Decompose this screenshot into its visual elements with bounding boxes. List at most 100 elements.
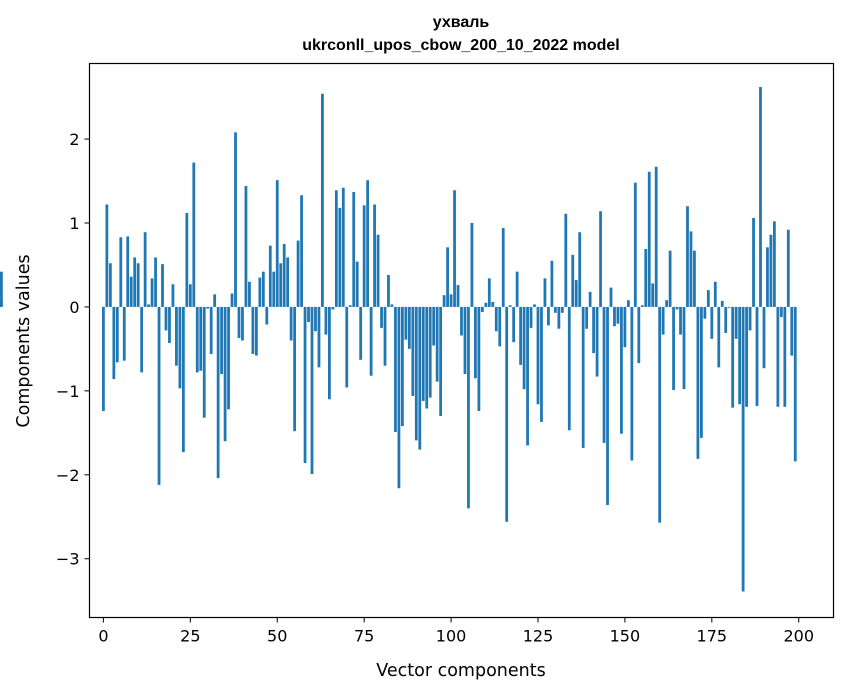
bar: [133, 257, 137, 307]
bar: [547, 306, 550, 326]
bar: [175, 306, 178, 366]
bar: [383, 306, 387, 366]
bar: [115, 306, 119, 363]
x-tick-label: 150: [610, 627, 641, 646]
bar: [279, 263, 283, 307]
bar: [376, 234, 380, 307]
bar: [672, 306, 675, 391]
bar: [108, 263, 112, 307]
x-tick-label: 100: [436, 627, 467, 646]
bar: [675, 306, 679, 310]
bar: [613, 306, 616, 327]
bar: [324, 306, 328, 335]
bar: [317, 306, 321, 368]
bar: [390, 304, 394, 307]
bar: [581, 306, 585, 448]
bar: [314, 306, 317, 332]
bar: [161, 264, 164, 307]
bar: [508, 305, 512, 307]
bar: [241, 306, 244, 341]
y-tick-label: 1: [69, 214, 79, 233]
bar: [362, 205, 366, 307]
bar: [557, 306, 561, 329]
bar: [303, 306, 307, 464]
bar: [599, 211, 602, 307]
bar: [0, 271, 3, 307]
bar: [105, 204, 109, 307]
bar: [230, 293, 234, 307]
bar: [623, 306, 627, 348]
bar: [129, 276, 133, 307]
x-tick-label: 75: [354, 627, 374, 646]
bar: [275, 180, 279, 307]
bar: [331, 306, 335, 310]
bar: [209, 306, 213, 354]
bar: [199, 306, 203, 371]
bar: [373, 204, 376, 307]
bar: [515, 271, 519, 307]
bar: [251, 306, 255, 354]
bar: [338, 207, 342, 307]
bar: [543, 278, 547, 307]
bar: [289, 306, 293, 341]
bar: [140, 306, 144, 373]
bar: [647, 171, 651, 307]
bar: [564, 213, 568, 307]
bar: [661, 306, 665, 335]
bar: [446, 247, 449, 307]
bar: [220, 306, 223, 375]
bar: [293, 306, 297, 432]
bar: [328, 306, 331, 400]
bar: [164, 306, 168, 331]
bar: [717, 306, 721, 368]
x-tick-label: 200: [783, 627, 814, 646]
bar: [150, 278, 154, 307]
bar: [387, 275, 390, 307]
bar: [700, 306, 703, 438]
bar: [237, 306, 241, 338]
bar: [185, 212, 189, 307]
bar: [435, 306, 439, 382]
bar: [112, 306, 116, 380]
bar: [574, 280, 578, 307]
bar: [307, 306, 310, 323]
bar: [261, 271, 265, 307]
bar: [181, 306, 185, 453]
bar: [776, 306, 780, 407]
bar: [463, 306, 467, 375]
bar: [286, 257, 290, 307]
bar: [355, 261, 359, 307]
bar-series: [0, 87, 797, 592]
bar: [119, 237, 123, 307]
bar: [227, 306, 230, 410]
bar: [786, 229, 790, 307]
bar: [748, 306, 752, 331]
bar: [456, 285, 460, 307]
bar: [126, 236, 130, 307]
bar: [522, 306, 526, 390]
bar: [467, 306, 470, 509]
bar: [626, 300, 630, 307]
bar: [686, 206, 689, 307]
bar: [136, 263, 140, 307]
x-tick-label: 50: [267, 627, 287, 646]
x-tick-label: 25: [180, 627, 200, 646]
bar: [206, 306, 210, 309]
bar: [296, 240, 300, 307]
bar: [453, 190, 456, 307]
bar: [380, 306, 383, 328]
bar: [258, 277, 262, 307]
bar: [585, 306, 589, 329]
bar: [595, 306, 599, 377]
bar: [102, 306, 105, 411]
bar: [755, 306, 759, 406]
bar: [300, 195, 303, 307]
bar: [560, 306, 564, 313]
y-tick-label: 2: [69, 130, 79, 149]
bar: [122, 306, 126, 361]
bar: [195, 306, 199, 373]
y-axis-ticks: −3 −2 −1 0 1 2: [56, 130, 90, 569]
bar: [738, 306, 742, 405]
bar: [359, 306, 363, 360]
